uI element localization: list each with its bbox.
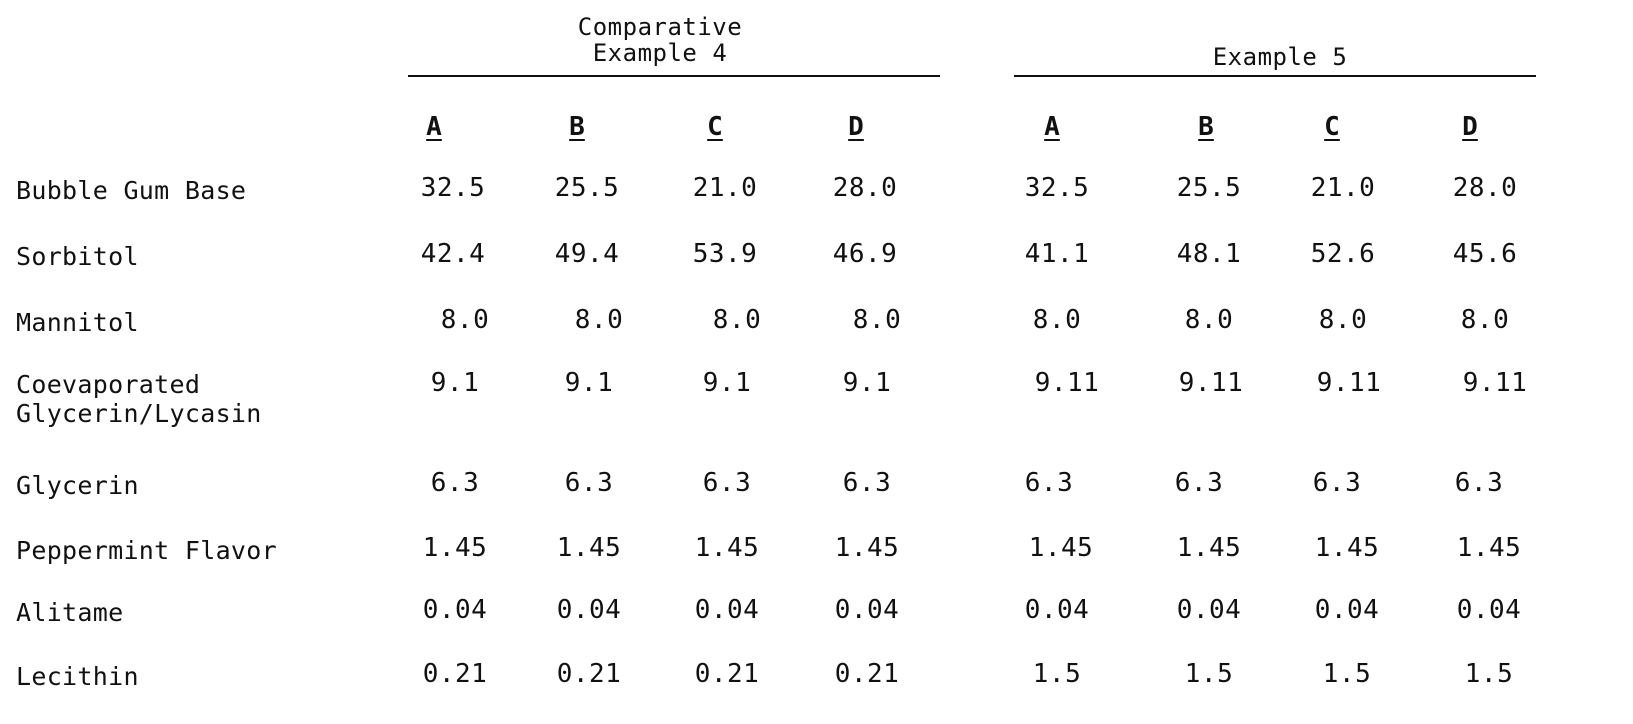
table-cell: 6.3 — [672, 468, 782, 498]
table-cell: 8.0 — [1002, 305, 1112, 335]
table-cell: 53.9 — [670, 239, 780, 269]
table-cell: 46.9 — [810, 239, 920, 269]
table-cell: 8.0 — [544, 305, 654, 335]
table-cell: 9.11 — [1156, 368, 1266, 398]
table-cell: 0.04 — [1292, 595, 1402, 625]
table-cell: 1.45 — [1292, 533, 1402, 563]
row-label-mannitol: Mannitol — [16, 308, 139, 337]
group-rule-comparative-example-4 — [408, 75, 940, 77]
table-cell: 9.11 — [1440, 368, 1550, 398]
table-cell: 32.5 — [398, 173, 508, 203]
table-cell: 1.5 — [1154, 659, 1264, 689]
row-label-glycerin: Glycerin — [16, 471, 139, 500]
table-cell: 0.04 — [1002, 595, 1112, 625]
group-title-comparative-example-4: Comparative Example 4 — [440, 14, 880, 66]
table-cell: 0.04 — [400, 595, 510, 625]
table-cell: 6.3 — [1144, 468, 1254, 498]
table-cell: 45.6 — [1430, 239, 1540, 269]
table-cell: 0.04 — [672, 595, 782, 625]
column-head-b: B — [547, 112, 607, 142]
table-cell: 41.1 — [1002, 239, 1112, 269]
group-title-example-5: Example 5 — [1060, 44, 1500, 70]
table-cell: 8.0 — [1288, 305, 1398, 335]
column-head-d: D — [1440, 112, 1500, 142]
table-cell: 21.0 — [1288, 173, 1398, 203]
table-cell: 0.21 — [672, 659, 782, 689]
table-cell: 6.3 — [1282, 468, 1392, 498]
table-cell: 48.1 — [1154, 239, 1264, 269]
table-cell: 8.0 — [682, 305, 792, 335]
row-label-alitame: Alitame — [16, 598, 123, 627]
table-cell: 6.3 — [400, 468, 510, 498]
table-cell: 1.45 — [534, 533, 644, 563]
table-cell: 52.6 — [1288, 239, 1398, 269]
table-cell: 42.4 — [398, 239, 508, 269]
table-cell: 6.3 — [534, 468, 644, 498]
table-cell: 25.5 — [532, 173, 642, 203]
table-cell: 1.5 — [1292, 659, 1402, 689]
table-cell: 0.21 — [812, 659, 922, 689]
table-cell: 1.45 — [400, 533, 510, 563]
table-cell: 0.21 — [400, 659, 510, 689]
table-cell: 0.21 — [534, 659, 644, 689]
column-head-d: D — [826, 112, 886, 142]
row-label-bubble-gum-base: Bubble Gum Base — [16, 176, 246, 205]
table-cell: 0.04 — [1434, 595, 1544, 625]
table-cell: 9.1 — [672, 368, 782, 398]
column-head-c: C — [1302, 112, 1362, 142]
row-label-lecithin: Lecithin — [16, 662, 139, 691]
row-label-coevaporated-glycerin-lycasin: Coevaporated Glycerin/Lycasin — [16, 370, 262, 428]
row-label-sorbitol: Sorbitol — [16, 242, 139, 271]
table-cell: 32.5 — [1002, 173, 1112, 203]
table-cell: 28.0 — [1430, 173, 1540, 203]
column-head-a: A — [1022, 112, 1082, 142]
table-cell: 1.5 — [1434, 659, 1544, 689]
table-cell: 1.45 — [1154, 533, 1264, 563]
table-cell: 0.04 — [812, 595, 922, 625]
table-cell: 21.0 — [670, 173, 780, 203]
table-cell: 28.0 — [810, 173, 920, 203]
column-head-c: C — [685, 112, 745, 142]
table-cell: 6.3 — [812, 468, 922, 498]
table-cell: 6.3 — [994, 468, 1104, 498]
table-cell: 9.1 — [534, 368, 644, 398]
table-cell: 25.5 — [1154, 173, 1264, 203]
column-head-a: A — [404, 112, 464, 142]
table-cell: 8.0 — [1430, 305, 1540, 335]
table-cell: 8.0 — [1154, 305, 1264, 335]
table-cell: 6.3 — [1424, 468, 1534, 498]
table-cell: 1.5 — [1002, 659, 1112, 689]
table-cell: 0.04 — [1154, 595, 1264, 625]
table-cell: 1.45 — [1434, 533, 1544, 563]
table-cell: 1.45 — [1006, 533, 1116, 563]
group-rule-example-5 — [1014, 75, 1536, 77]
row-label-peppermint-flavor: Peppermint Flavor — [16, 536, 277, 565]
table-cell: 9.11 — [1012, 368, 1122, 398]
table-cell: 9.11 — [1294, 368, 1404, 398]
table-cell: 49.4 — [532, 239, 642, 269]
table-cell: 9.1 — [812, 368, 922, 398]
column-head-b: B — [1176, 112, 1236, 142]
table-cell: 9.1 — [400, 368, 510, 398]
table-cell: 0.04 — [534, 595, 644, 625]
table-cell: 1.45 — [672, 533, 782, 563]
table-cell: 1.45 — [812, 533, 922, 563]
table-cell: 8.0 — [410, 305, 520, 335]
table-cell: 8.0 — [822, 305, 932, 335]
